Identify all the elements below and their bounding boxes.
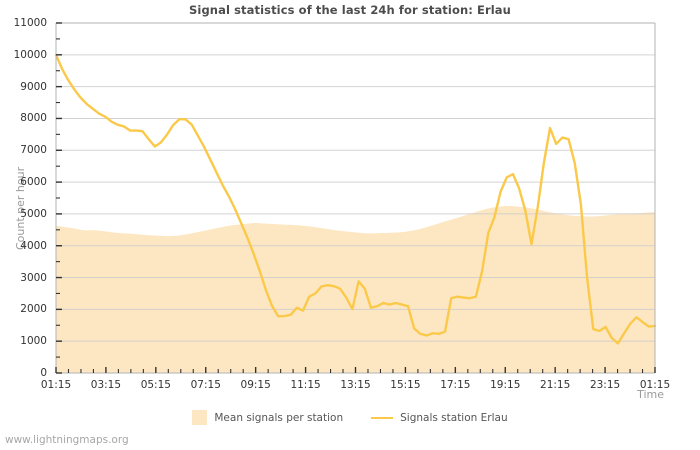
legend-item-station: Signals station Erlau	[371, 412, 508, 424]
xtick-label: 03:15	[90, 379, 122, 391]
ytick-label: 9000	[20, 80, 47, 93]
chart-legend: Mean signals per station Signals station…	[0, 410, 700, 425]
xtick-label: 11:15	[290, 379, 321, 391]
xtick-label: 17:15	[440, 379, 471, 391]
ytick-label: 1000	[20, 335, 47, 348]
xtick-label: 07:15	[190, 379, 221, 391]
ytick-label: 2000	[20, 303, 47, 316]
ytick-label: 6000	[20, 176, 47, 189]
xtick-label: 09:15	[240, 379, 271, 391]
signal-line-series	[54, 53, 657, 345]
ytick-label: 0	[40, 367, 47, 379]
ytick-label: 10000	[13, 48, 47, 61]
area-swatch-icon	[192, 410, 208, 425]
mean-area-series	[56, 205, 655, 373]
xtick-label: 21:15	[540, 379, 571, 391]
ytick-label: 11000	[13, 17, 47, 29]
chart-title: Signal statistics of the last 24h for st…	[189, 3, 511, 17]
ytick-label: 4000	[20, 239, 47, 252]
ytick-label: 5000	[20, 207, 47, 220]
ytick-label: 8000	[20, 112, 47, 125]
xtick-label: 23:15	[589, 379, 621, 391]
footer-watermark: www.lightningmaps.org	[5, 434, 129, 446]
xtick-label: 05:15	[140, 379, 171, 391]
xtick-label: 13:15	[340, 379, 371, 391]
ytick-label: 7000	[20, 144, 47, 157]
ytick-label: 3000	[20, 271, 47, 284]
xtick-label: 19:15	[490, 379, 521, 391]
xtick-label: 01:15	[639, 379, 671, 391]
x-axis-label: Time	[637, 388, 664, 401]
legend-label-station: Signals station Erlau	[400, 411, 508, 424]
legend-item-mean: Mean signals per station	[192, 410, 343, 425]
plot-area	[54, 22, 657, 374]
xtick-label: 15:15	[390, 379, 421, 391]
xtick-label: 01:15	[40, 379, 72, 391]
line-swatch-icon	[371, 416, 394, 419]
legend-label-mean: Mean signals per station	[214, 411, 344, 424]
